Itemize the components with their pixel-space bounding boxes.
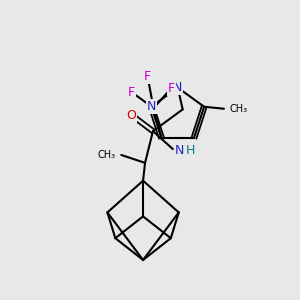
Text: F: F [168,82,175,95]
Text: F: F [128,86,135,99]
Text: N: N [175,143,184,157]
Text: CH₃: CH₃ [97,150,115,160]
Text: H: H [186,143,195,157]
Text: O: O [126,109,136,122]
Text: N: N [173,81,182,94]
Text: CH₃: CH₃ [230,104,248,114]
Text: N: N [147,100,156,113]
Text: F: F [144,70,151,83]
